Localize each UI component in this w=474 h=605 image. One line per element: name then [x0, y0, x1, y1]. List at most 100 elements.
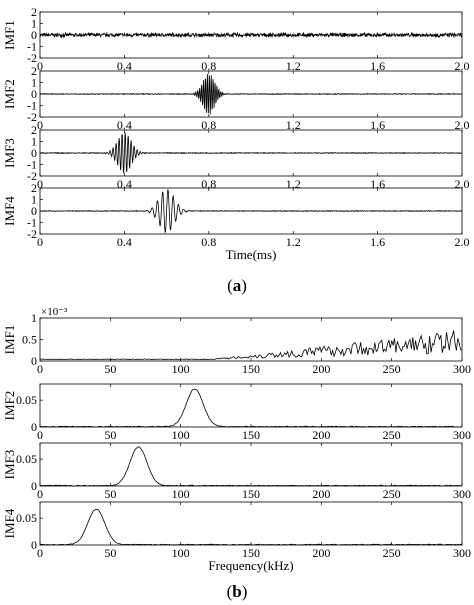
- x-tick-label: 150: [242, 546, 260, 560]
- x-tick-label: 50: [104, 546, 116, 560]
- x-tick-label: 0: [37, 177, 43, 191]
- x-tick-label: 0: [37, 59, 43, 73]
- x-tick-label: 0.4: [117, 118, 132, 132]
- x-tick-label: 1.6: [370, 59, 385, 73]
- subplot-imf3: 0 50 100 150 200 250 300 0.05 0 IMF3: [2, 442, 471, 501]
- y-tick-label: -2: [27, 110, 37, 124]
- y-tick-label: 2: [31, 123, 37, 137]
- x-tick-label: 200: [312, 362, 330, 376]
- subplot-imf4: 0 50 100 150 200 250 300 0.05 0 IMF4 Frequency(kHz…: [2, 501, 471, 573]
- x-axis-label: Frequency(kHz): [208, 558, 293, 573]
- x-tick-label: 1.6: [370, 118, 385, 132]
- y-tick-label: 0.5: [22, 333, 37, 347]
- y-tick-label: 2: [31, 5, 37, 19]
- series-line: [39, 132, 463, 174]
- x-tick-label: 0: [37, 118, 43, 132]
- x-tick-label: 300: [453, 546, 471, 560]
- x-tick-label: 100: [172, 428, 190, 442]
- x-tick-label: 200: [312, 487, 330, 501]
- axes-frame: [39, 317, 463, 362]
- subplot-imf1: 0 50 100 150 200 250 300 1 0.5 0 ×10⁻³ IMF1: [2, 306, 471, 376]
- series-line: [39, 388, 463, 428]
- x-tick-label: 0: [37, 487, 43, 501]
- x-tick-label: 2.0: [455, 177, 470, 191]
- x-tick-label: 250: [383, 362, 401, 376]
- x-tick-label: 50: [104, 362, 116, 376]
- x-tick-label: 1.2: [286, 59, 301, 73]
- series-line: [39, 189, 462, 233]
- y-tick-label: 0.05: [16, 452, 37, 466]
- y-tick-label: 0: [31, 479, 37, 493]
- y-axis-label: IMF2: [2, 79, 17, 109]
- y-tick-label: 0: [31, 420, 37, 434]
- x-tick-label: 0.4: [117, 177, 132, 191]
- y-tick-label: 2: [31, 181, 37, 195]
- x-tick-label: 300: [453, 428, 471, 442]
- axes-frame: [39, 442, 463, 487]
- x-tick-label: 250: [383, 546, 401, 560]
- y-tick-label: 1: [31, 311, 37, 325]
- y-tick-label: 0: [31, 28, 37, 42]
- x-tick-label: 150: [242, 428, 260, 442]
- y-tick-label: 0: [31, 354, 37, 368]
- axes-frame: [39, 501, 463, 546]
- x-tick-label: 2.0: [455, 235, 470, 249]
- x-tick-label: 0.4: [117, 59, 132, 73]
- y-tick-label: -1: [27, 158, 37, 172]
- y-axis-label: IMF2: [2, 391, 17, 421]
- x-tick-label: 1.2: [286, 118, 301, 132]
- series-line: [39, 508, 463, 546]
- x-tick-label: 100: [172, 546, 190, 560]
- caption-b: (b): [227, 582, 248, 601]
- x-tick-label: 0.8: [201, 59, 216, 73]
- y-tick-label: 1: [31, 193, 37, 207]
- y-tick-label: 0: [31, 204, 37, 218]
- x-axis-label: Time(ms): [226, 247, 277, 262]
- y-tick-label: 0: [31, 87, 37, 101]
- y-axis-label: IMF1: [2, 325, 17, 355]
- y-tick-label: 1: [31, 135, 37, 149]
- series-line: [39, 31, 463, 39]
- x-tick-label: 0.8: [201, 177, 216, 191]
- y-tick-label: 0: [31, 146, 37, 160]
- y-tick-label: 0.05: [16, 393, 37, 407]
- y-tick-label: -1: [27, 99, 37, 113]
- y-tick-label: -2: [27, 227, 37, 241]
- x-tick-label: 0: [37, 362, 43, 376]
- x-tick-label: 0.8: [201, 118, 216, 132]
- y-axis-label: IMF3: [2, 138, 17, 168]
- y-tick-label: 1: [31, 76, 37, 90]
- x-tick-label: 0.8: [201, 235, 216, 249]
- y-tick-label: -1: [27, 40, 37, 54]
- x-tick-label: 0: [37, 428, 43, 442]
- y-tick-label: 1: [31, 17, 37, 31]
- x-tick-label: 0: [37, 235, 43, 249]
- y-scale-label: ×10⁻³: [41, 306, 68, 318]
- y-tick-label: 0.05: [16, 511, 37, 525]
- x-tick-label: 100: [172, 487, 190, 501]
- y-tick-label: -1: [27, 216, 37, 230]
- panel-b: 0 50 100 150 200 250 300 1 0.5 0 ×10⁻³ IMF1 0 50 100 15…: [2, 306, 471, 573]
- x-tick-label: 1.2: [286, 235, 301, 249]
- x-tick-label: 300: [453, 487, 471, 501]
- x-tick-label: 50: [104, 428, 116, 442]
- caption-a: (a): [227, 276, 247, 295]
- x-tick-label: 1.2: [286, 177, 301, 191]
- x-tick-label: 50: [104, 487, 116, 501]
- y-tick-label: 2: [31, 64, 37, 78]
- series-line: [39, 446, 463, 487]
- series-line: [40, 330, 463, 361]
- y-tick-label: -2: [27, 169, 37, 183]
- x-tick-label: 1.6: [370, 177, 385, 191]
- x-tick-label: 0.4: [117, 235, 132, 249]
- x-tick-label: 100: [172, 362, 190, 376]
- x-tick-label: 150: [242, 362, 260, 376]
- x-tick-label: 200: [312, 428, 330, 442]
- y-tick-label: -2: [27, 51, 37, 65]
